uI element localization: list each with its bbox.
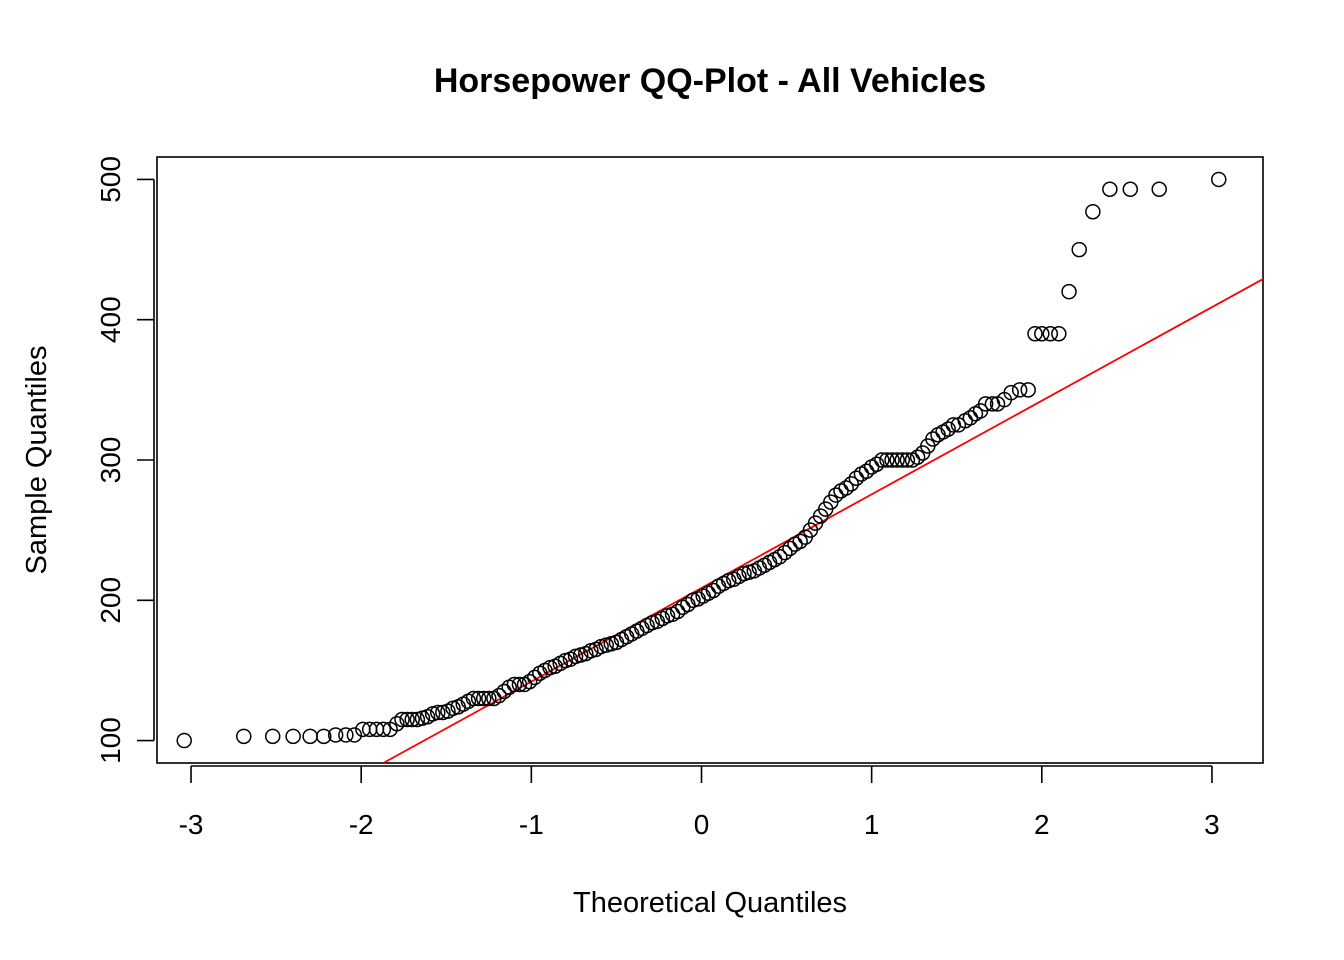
data-point	[399, 711, 415, 728]
data-point	[465, 690, 482, 707]
x-tick-label: 2	[1034, 809, 1050, 840]
x-tick-label: 0	[694, 809, 710, 840]
points-layer	[176, 171, 1227, 749]
data-point	[176, 732, 192, 749]
data-point	[777, 544, 793, 561]
data-point	[1042, 326, 1059, 342]
data-point	[1122, 181, 1139, 198]
data-point	[475, 690, 492, 707]
x-axis-title: Theoretical Quantiles	[573, 887, 847, 919]
x-axis: -3 -2 -1 0 1 2 3	[179, 765, 1220, 840]
y-tick-label: 100	[95, 717, 126, 764]
data-point	[302, 728, 318, 745]
data-point	[977, 396, 994, 412]
data-point	[264, 728, 281, 745]
plot-frame	[156, 156, 1264, 764]
x-tick-label: 3	[1204, 809, 1220, 840]
data-point	[1051, 326, 1067, 342]
data-point	[899, 452, 916, 468]
data-point	[894, 452, 911, 468]
data-point	[772, 549, 788, 565]
data-point	[521, 673, 538, 690]
data-point	[1085, 203, 1101, 220]
data-point	[285, 728, 301, 745]
data-point	[1071, 241, 1087, 258]
data-point	[375, 721, 392, 738]
data-point	[1034, 326, 1050, 342]
data-point	[346, 727, 363, 743]
data-point	[1027, 326, 1043, 342]
data-point	[430, 704, 446, 721]
x-tick-label: -3	[179, 809, 204, 840]
data-point	[884, 452, 900, 468]
data-point	[481, 690, 497, 707]
x-tick-label: -1	[519, 809, 544, 840]
data-point	[792, 533, 808, 550]
y-tick-label: 300	[95, 437, 126, 484]
data-point	[843, 476, 859, 492]
data-point	[838, 480, 854, 496]
data-point	[394, 711, 410, 728]
y-tick-label: 200	[95, 577, 126, 624]
data-point	[1151, 181, 1167, 198]
data-point	[236, 728, 252, 745]
data-point	[1020, 382, 1036, 398]
y-axis-title: Sample Quantiles	[21, 346, 53, 575]
chart-title: Horsepower QQ-Plot - All Vehicles	[434, 62, 986, 100]
data-point	[879, 452, 895, 468]
y-axis: 100 200 300 400 500	[95, 156, 155, 764]
data-point	[338, 727, 354, 743]
data-point	[511, 676, 528, 693]
data-point	[869, 456, 885, 472]
data-point	[327, 727, 344, 743]
data-point	[470, 690, 487, 707]
data-point	[1003, 384, 1019, 401]
data-point	[389, 715, 405, 732]
data-point	[1011, 382, 1028, 398]
data-point	[506, 676, 523, 693]
data-point	[1061, 283, 1077, 300]
data-point	[491, 687, 507, 704]
data-point	[316, 728, 332, 745]
data-point	[940, 421, 956, 437]
data-point	[889, 452, 905, 468]
data-point	[1102, 181, 1118, 198]
data-point	[1211, 171, 1227, 188]
data-point	[909, 449, 926, 465]
data-point	[404, 711, 420, 728]
x-tick-label: 1	[864, 809, 880, 840]
y-tick-label: 500	[95, 156, 126, 203]
x-tick-label: -2	[349, 809, 374, 840]
data-point	[874, 452, 890, 468]
y-tick-label: 400	[95, 296, 126, 343]
